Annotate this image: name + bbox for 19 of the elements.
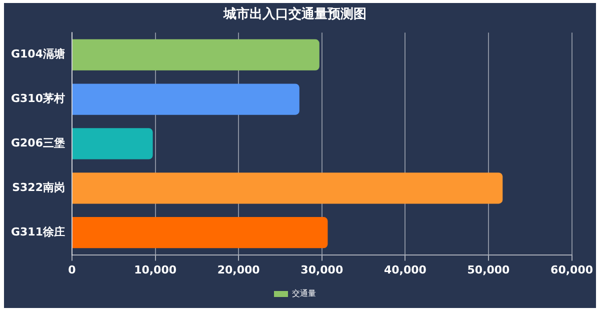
chart-title: 城市出入口交通量预测图 (222, 6, 366, 22)
y-tick-label: G206三堡 (10, 136, 65, 150)
x-tick-label: 0 (68, 263, 76, 276)
bar (72, 84, 300, 115)
x-tick-label: 50,000 (467, 263, 510, 276)
y-tick-label: S322南岗 (12, 181, 65, 194)
y-tick-label: G310茅村 (10, 92, 65, 106)
x-tick-label: 40,000 (384, 263, 427, 276)
bar (72, 39, 320, 70)
legend-label: 交通量 (292, 289, 316, 298)
x-tick-label: 20,000 (217, 263, 260, 276)
x-tick-label: 60,000 (550, 263, 594, 276)
bar (72, 172, 503, 204)
x-tick-label: 10,000 (134, 263, 177, 276)
bar (72, 217, 328, 248)
x-tick-label: 30,000 (300, 263, 344, 276)
y-tick-label: G104滆塘 (10, 48, 65, 61)
y-tick-label: G311徐庄 (10, 225, 65, 238)
bar (72, 128, 153, 160)
